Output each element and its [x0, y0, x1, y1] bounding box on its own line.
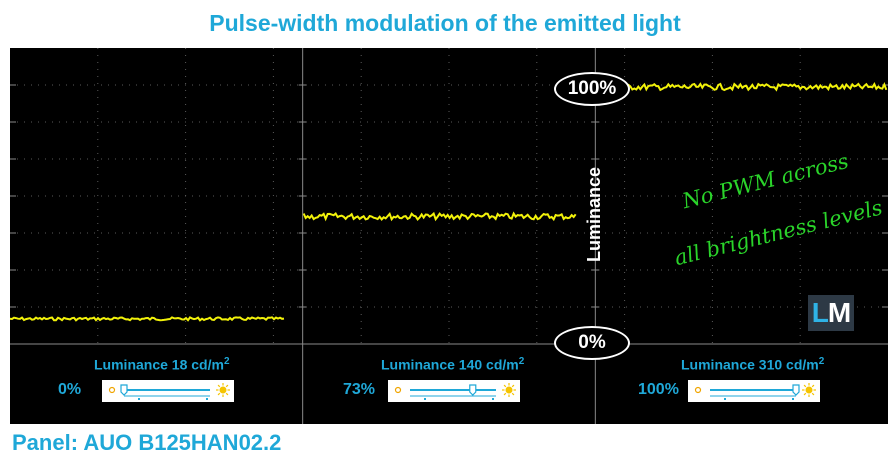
sun-ray — [217, 384, 221, 388]
luminance-label-1: Luminance 140 cd/m2 — [381, 356, 524, 373]
traces — [10, 81, 888, 322]
marker-0-percent: 0% — [554, 326, 630, 360]
slider-mark — [492, 398, 494, 400]
luminance-label-2: Luminance 310 cd/m2 — [681, 356, 824, 373]
slider-mark — [724, 398, 726, 400]
sun-small-icon — [394, 386, 402, 394]
slider-mark — [424, 398, 426, 400]
slider-thumb — [120, 384, 128, 396]
sun-ray — [225, 392, 229, 396]
sun-ray — [811, 392, 815, 396]
slider-svg-2 — [694, 383, 816, 400]
slider-svg-1 — [394, 383, 516, 400]
sun-ray — [803, 384, 807, 388]
sun-ray — [503, 384, 507, 388]
slider-mark — [792, 398, 794, 400]
sun-small-icon — [694, 386, 702, 394]
brightness-slider-2 — [688, 380, 820, 402]
sun-large-icon — [219, 386, 227, 394]
sun-ray — [503, 392, 507, 396]
luminance-text-1: Luminance 140 cd/m — [381, 356, 519, 373]
luminance-label-0: Luminance 18 cd/m2 — [94, 356, 230, 373]
sun-ray — [217, 392, 221, 396]
sun-ray — [511, 392, 515, 396]
oscilloscope-plot — [10, 48, 888, 424]
sun-ray — [225, 384, 229, 388]
chart-title: Pulse-width modulation of the emitted li… — [209, 10, 681, 36]
slider-thumb — [469, 384, 477, 396]
luminance-sup-2: 2 — [818, 356, 825, 367]
sun-large-icon — [505, 386, 513, 394]
logo-letter-l: L — [811, 297, 829, 328]
luminance-text-2: Luminance 310 cd/m — [681, 356, 819, 373]
sun-small-icon — [108, 386, 116, 394]
panel-name: Panel: AUO B125HAN02.2 — [12, 430, 282, 455]
logo-letter-m: M — [827, 297, 851, 328]
luminance-sup-0: 2 — [223, 356, 230, 367]
slider-mark — [138, 398, 140, 400]
slider-svg-0 — [108, 383, 230, 400]
sun-ray — [811, 384, 815, 388]
marker-100-percent: 100% — [554, 72, 630, 106]
brightness-slider-0 — [102, 380, 234, 402]
luminance-sup-1: 2 — [518, 356, 525, 367]
sun-ray — [511, 384, 515, 388]
trace-100-percent — [595, 81, 888, 92]
luminance-text-0: Luminance 18 cd/m — [94, 356, 224, 373]
brightness-slider-1 — [388, 380, 520, 402]
sun-ray — [803, 392, 807, 396]
slider-thumb — [792, 384, 800, 396]
y-axis-label: Luminance — [584, 166, 604, 262]
brightness-label-1: 73% — [343, 381, 376, 398]
brightness-label-2: 100% — [638, 381, 679, 398]
trace-0-percent — [10, 316, 285, 322]
brightness-label-0: 0% — [58, 381, 82, 398]
lm-logo: LM — [808, 295, 854, 331]
sun-large-icon — [805, 386, 813, 394]
trace-73-percent — [302, 211, 577, 222]
slider-mark — [206, 398, 208, 400]
